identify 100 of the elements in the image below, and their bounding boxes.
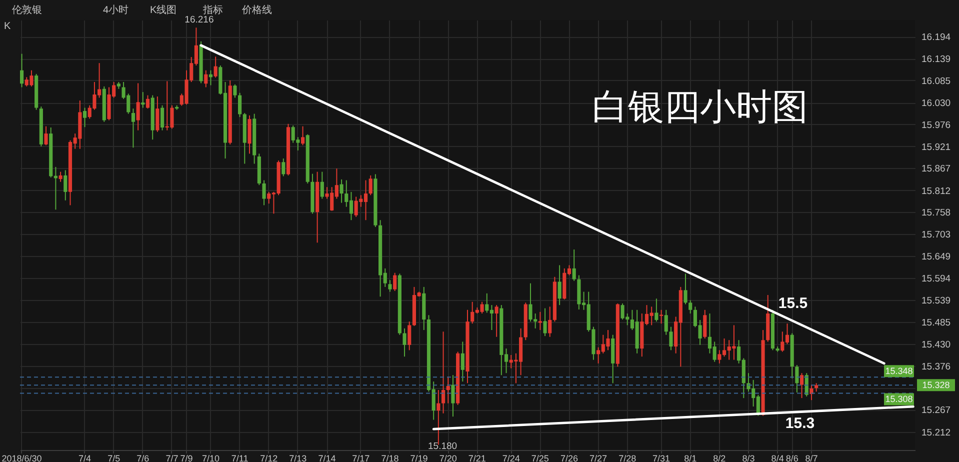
text: 4小时 [103, 4, 129, 16]
x-tick-label: 7/11 [231, 454, 248, 462]
candlestick [388, 280, 392, 292]
x-tick-label: 7/24 [502, 454, 520, 462]
candlestick [538, 311, 542, 331]
x-tick-label: 7/13 [289, 454, 307, 462]
candlestick [82, 107, 87, 128]
x-tick-label: 7/6 [136, 454, 150, 462]
text: 伦敦银 [12, 4, 42, 16]
x-tick-label: 7/12 [260, 454, 278, 462]
x-tick-label: 7/26 [560, 454, 578, 462]
y-tick-label: 15.485 [922, 317, 951, 328]
x-tick-label: 7/18 [381, 454, 399, 462]
candlestick [320, 171, 324, 200]
text: 价格线 [241, 4, 272, 16]
y-tick-label: 15.921 [922, 142, 951, 153]
candlestick [703, 309, 707, 339]
candlestick [204, 70, 208, 88]
candlestick [141, 92, 145, 108]
candlestick [156, 96, 160, 132]
annotation: 15.5 [778, 295, 808, 312]
y-tick-label: 15.430 [922, 340, 951, 351]
x-tick-label: 7/4 [78, 454, 92, 462]
candlestick [214, 56, 218, 78]
x-tick-label: 8/6 [786, 454, 798, 462]
candlestick [238, 92, 242, 118]
text: 白银四小时图 [592, 87, 808, 128]
candlestick [664, 309, 668, 336]
x-tick-label: 2018/6/30 [2, 454, 42, 462]
y-tick-label: 16.139 [922, 54, 951, 66]
candlestick [233, 84, 237, 98]
candlestick [659, 309, 664, 324]
x-tick-label: 8/7 [805, 454, 818, 462]
candlestick [558, 264, 562, 306]
x-tick-label: 7/21 [468, 454, 486, 462]
y-tick-label: 16.030 [922, 98, 951, 110]
candlestick [160, 104, 164, 131]
x-tick-label: 8/3 [742, 454, 755, 462]
candlestick [795, 364, 799, 393]
annotation: 15.180 [428, 441, 458, 452]
candlestick [688, 300, 692, 314]
candlestick [262, 180, 266, 206]
candlestick [408, 321, 412, 351]
candlestick [393, 272, 397, 292]
ref-line-label: 15.308 [885, 394, 913, 404]
candlestick [460, 341, 464, 382]
candlestick [572, 248, 576, 282]
y-tick-label: 15.649 [922, 251, 951, 262]
candlestick [543, 308, 547, 337]
x-tick-label: 7/31 [652, 454, 670, 462]
x-tick-label: 7/5 [108, 454, 120, 462]
y-tick-label: 15.812 [922, 186, 951, 197]
y-tick-label: 15.212 [922, 427, 951, 438]
ref-line-label: 15.348 [885, 366, 913, 376]
y-tick-label: 15.758 [922, 208, 951, 219]
candlestick [368, 174, 372, 196]
candlestick [44, 126, 48, 146]
x-tick-label: 7/27 [590, 454, 608, 462]
candlestick [340, 178, 344, 204]
x-tick-label: 7/28 [618, 454, 636, 462]
candlestick [684, 273, 688, 305]
candlestick [800, 372, 804, 399]
candlestick [136, 82, 140, 131]
candlestick [669, 326, 673, 351]
x-tick-label: 7/14 [318, 454, 336, 462]
y-tick-label: 15.703 [922, 230, 951, 241]
text: K [4, 21, 11, 32]
y-tick-label: 16.085 [922, 76, 951, 87]
annotation: 15.3 [785, 415, 815, 432]
candlestick [64, 170, 68, 201]
y-tick-label: 15.376 [922, 361, 951, 372]
text: K线图 [150, 4, 177, 16]
candlestick [654, 298, 658, 322]
candlestick [494, 304, 498, 338]
candlestick [548, 306, 552, 338]
x-tick-label: 7/20 [439, 454, 457, 462]
candlestick [451, 374, 455, 418]
candlestick [58, 171, 62, 182]
y-tick-label: 15.267 [922, 405, 951, 416]
candlestick [446, 376, 450, 404]
ref-line-label: 15.328 [922, 380, 950, 390]
y-tick-label: 15.539 [922, 296, 951, 307]
candlestick [441, 331, 446, 414]
text: 指标 [202, 4, 223, 16]
x-tick-label: 8/1 [684, 454, 697, 462]
x-tick-label: 8/2 [713, 454, 726, 462]
x-tick-label: 8/4 [771, 454, 784, 462]
y-tick-label: 16.194 [922, 32, 951, 44]
y-tick-label: 15.867 [922, 164, 951, 175]
x-tick-label: 7/7 [166, 454, 178, 462]
candlestick [131, 108, 136, 148]
y-tick-label: 15.594 [922, 274, 951, 285]
candlestick [300, 126, 305, 146]
x-tick-label: 7/17 [352, 454, 370, 462]
x-tick-label: 7/19 [410, 454, 428, 462]
x-tick-label: 7/9 [180, 454, 193, 462]
x-tick-label: 7/10 [202, 454, 220, 462]
x-tick-label: 7/25 [531, 454, 549, 462]
candlestick [810, 384, 814, 401]
y-tick-label: 15.976 [922, 120, 951, 131]
